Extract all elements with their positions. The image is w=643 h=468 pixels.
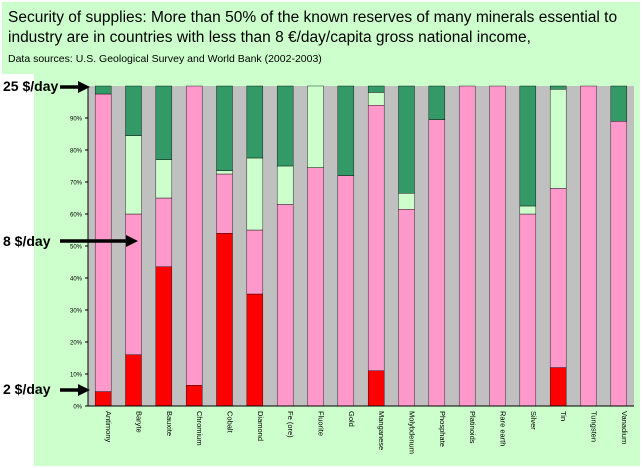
segment-8-to-25 [216, 170, 233, 175]
segment-8-to-25 [307, 85, 324, 168]
segment-over-25 [337, 85, 355, 176]
arrow-2-head [78, 384, 90, 396]
segment-2-to-8 [337, 175, 355, 407]
x-category-label: Silver [529, 411, 538, 430]
x-category-label: Vanadium [620, 411, 629, 444]
x-category-label: Tin [559, 411, 568, 421]
segment-under-2 [246, 293, 264, 407]
x-category-label: Gold [347, 411, 356, 427]
y-tick-label: 60% [70, 213, 83, 219]
x-category-label: Molybdenum [408, 411, 417, 454]
segment-over-25 [610, 85, 628, 122]
segment-over-25 [94, 85, 112, 95]
segment-over-25 [398, 85, 415, 194]
segment-8-to-25 [246, 157, 264, 231]
segment-under-2 [549, 367, 567, 407]
segment-under-2 [94, 391, 112, 407]
segment-2-to-8 [185, 85, 203, 386]
segment-2-to-8 [155, 197, 173, 268]
segment-2-to-8 [125, 213, 142, 356]
segment-under-2 [185, 385, 203, 407]
y-tick-label: 0% [73, 405, 82, 411]
y-tick-label: 50% [70, 245, 83, 251]
x-category-label: Phosphate [438, 411, 447, 447]
income-label-25: 25 $/day [3, 78, 59, 94]
y-tick-label: 10% [70, 373, 83, 379]
y-tick-label: 40% [70, 277, 83, 283]
segment-8-to-25 [155, 159, 173, 199]
segment-2-to-8 [489, 85, 506, 407]
segment-8-to-25 [519, 205, 537, 215]
segment-over-25 [246, 85, 264, 159]
data-source-note: Data sources: U.S. Geological Survey and… [8, 53, 322, 65]
income-label-2: 2 $/day [3, 381, 51, 397]
arrow-25-head [78, 81, 90, 93]
segment-over-25 [125, 85, 142, 136]
title-box: Security of supplies: More than 50% of t… [2, 2, 640, 74]
segment-under-2 [367, 370, 385, 407]
x-category-label: Chromium [195, 411, 204, 446]
x-category-label: Platinoids [468, 411, 477, 444]
segment-2-to-8 [549, 188, 567, 368]
x-category-label: Manganese [377, 411, 386, 450]
segment-under-2 [125, 354, 142, 407]
x-category-label: Antimony [104, 411, 113, 443]
x-category-label: Baryte [135, 411, 144, 433]
segment-under-2 [216, 232, 233, 407]
segment-2-to-8 [428, 119, 446, 407]
x-category-label: Fluorite [317, 411, 326, 436]
segment-2-to-8 [276, 204, 294, 407]
segment-under-2 [155, 266, 173, 407]
segment-8-to-25 [125, 135, 142, 215]
segment-2-to-8 [246, 229, 264, 295]
y-tick-label: 30% [70, 309, 83, 315]
segment-2-to-8 [398, 208, 415, 407]
segment-8-to-25 [398, 192, 415, 210]
segment-over-25 [216, 85, 233, 172]
income-label-8: 8 $/day [3, 233, 51, 249]
x-category-label: Bauxite [165, 411, 174, 436]
segment-2-to-8 [580, 85, 597, 407]
segment-8-to-25 [549, 88, 567, 189]
segment-over-25 [428, 85, 446, 120]
y-tick-label: 70% [70, 181, 83, 187]
y-tick-label: 20% [70, 341, 83, 347]
y-tick-label: 90% [70, 117, 83, 123]
x-category-label: Diamond [256, 411, 265, 441]
chart-title: Security of supplies: More than 50% of t… [8, 9, 618, 46]
segment-over-25 [276, 85, 294, 167]
segment-2-to-8 [94, 93, 112, 392]
segment-over-25 [155, 85, 173, 160]
x-category-label: Rare earth [499, 411, 508, 446]
segment-over-25 [519, 85, 537, 207]
arrow-8-head [126, 235, 138, 247]
segment-8-to-25 [276, 165, 294, 205]
segment-2-to-8 [307, 167, 324, 407]
y-tick-label: 80% [70, 149, 83, 155]
x-category-label: Fe (ore) [286, 411, 295, 438]
plot-area [88, 86, 634, 406]
segment-2-to-8 [610, 120, 628, 407]
x-category-label: Cobalt [226, 411, 235, 434]
x-category-label: Tungsten [590, 411, 599, 442]
segment-2-to-8 [216, 173, 233, 234]
segment-2-to-8 [458, 85, 476, 407]
segment-2-to-8 [367, 104, 385, 372]
segment-over-25 [549, 85, 567, 90]
segment-2-to-8 [519, 213, 537, 407]
segment-8-to-25 [367, 92, 385, 106]
segment-over-25 [367, 85, 385, 93]
